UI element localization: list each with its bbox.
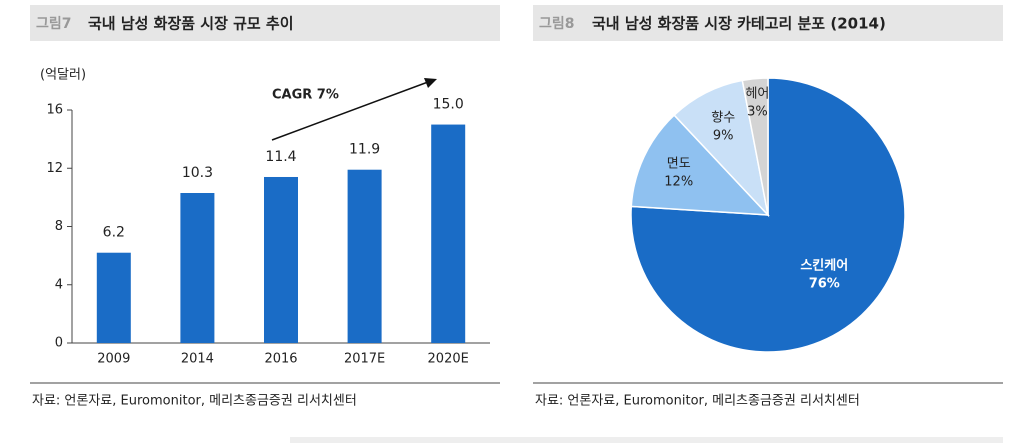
value-label: 6.2 bbox=[103, 225, 125, 241]
footer-band bbox=[290, 437, 1003, 443]
chart-title: 국내 남성 화장품 시장 카테고리 분포 (2014) bbox=[592, 15, 886, 33]
bar bbox=[347, 169, 382, 343]
source-note: 자료: 언론자료, Euromonitor, 메리츠종금증권 리서치센터 bbox=[32, 394, 357, 409]
slice-value: 76% bbox=[809, 276, 840, 291]
slice-value: 3% bbox=[747, 105, 768, 120]
x-tick-label: 2009 bbox=[97, 352, 130, 367]
value-label: 15.0 bbox=[433, 97, 464, 113]
y-tick-label: 8 bbox=[55, 219, 63, 234]
annotation: CAGR 7% bbox=[272, 88, 339, 103]
y-tick-label: 12 bbox=[46, 161, 63, 176]
y-tick-label: 4 bbox=[55, 277, 63, 292]
y-tick-label: 16 bbox=[46, 103, 63, 118]
unit-label: (억달러) bbox=[40, 68, 86, 83]
bar bbox=[96, 252, 131, 343]
slice-label: 향수 bbox=[711, 111, 735, 126]
value-label: 11.9 bbox=[349, 142, 380, 158]
pie-slice bbox=[630, 114, 770, 216]
x-tick-label: 2020E bbox=[428, 352, 469, 367]
slice-label: 스킨케어 bbox=[800, 257, 848, 273]
header-band bbox=[30, 5, 500, 41]
header-band bbox=[533, 5, 1003, 41]
x-tick-label: 2016 bbox=[264, 352, 297, 367]
bar bbox=[264, 176, 298, 343]
y-tick-label: 0 bbox=[55, 336, 63, 351]
source-note: 자료: 언론자료, Euromonitor, 메리츠종금증권 리서치센터 bbox=[535, 394, 860, 409]
pie-slice bbox=[630, 77, 906, 353]
x-tick-label: 2014 bbox=[181, 352, 214, 367]
x-tick-label: 2017E bbox=[344, 352, 385, 367]
chart-title: 국내 남성 화장품 시장 규모 추이 bbox=[88, 15, 294, 33]
value-label: 10.3 bbox=[182, 165, 213, 181]
slice-label: 헤어 bbox=[745, 87, 769, 102]
slice-value: 9% bbox=[713, 129, 734, 144]
slice-label: 면도 bbox=[667, 157, 691, 172]
figure-label: 그림8 bbox=[539, 16, 575, 32]
bar bbox=[431, 124, 466, 343]
slice-value: 12% bbox=[664, 175, 693, 190]
cagr-arrow bbox=[271, 81, 429, 141]
value-label: 11.4 bbox=[265, 149, 296, 165]
bar bbox=[180, 193, 215, 343]
figure-label: 그림7 bbox=[36, 16, 72, 32]
pie-slice bbox=[741, 77, 769, 216]
arrow-head bbox=[424, 78, 437, 88]
